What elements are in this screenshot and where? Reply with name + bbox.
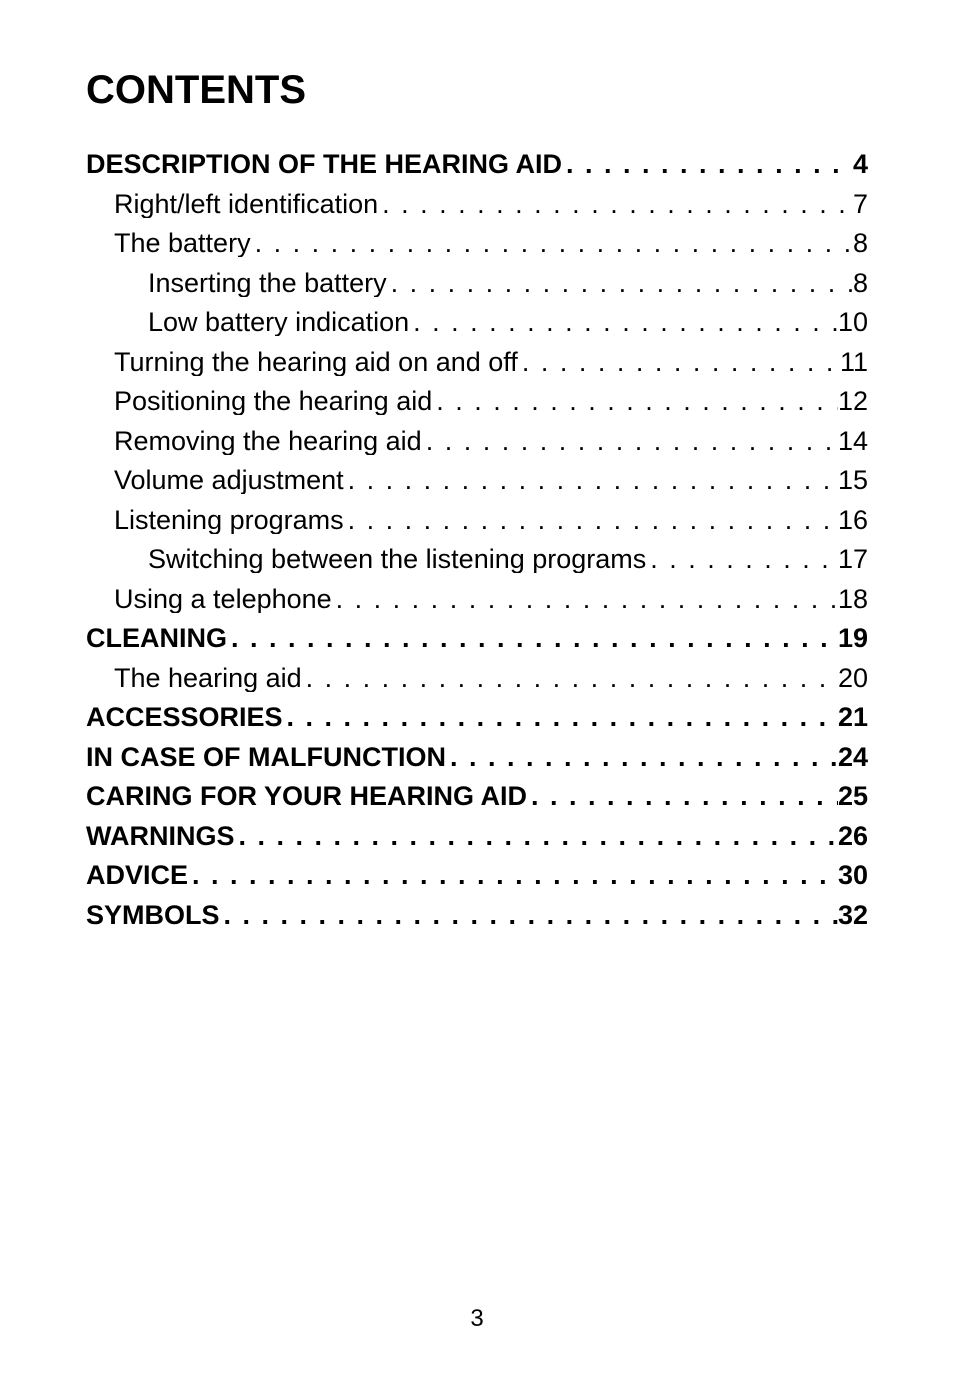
toc-leader: [409, 309, 838, 336]
toc-page: 21: [838, 704, 868, 731]
toc-entry: Positioning the hearing aid 12: [86, 388, 868, 415]
toc-page: 12: [838, 388, 868, 415]
toc-leader: [251, 230, 853, 257]
toc-leader: [235, 823, 838, 850]
toc-entry: The hearing aid 20: [86, 665, 868, 692]
toc-page: 32: [838, 902, 868, 929]
toc-entry: Low battery indication 10: [86, 309, 868, 336]
toc-entry: CLEANING 19: [86, 625, 868, 652]
toc-leader: [378, 191, 853, 218]
toc-label: Right/left identification: [114, 191, 378, 218]
toc-entry: ADVICE 30: [86, 862, 868, 889]
toc-leader: [332, 586, 838, 613]
table-of-contents: DESCRIPTION OF THE HEARING AID 4 Right/lef…: [86, 151, 868, 929]
toc-entry: IN CASE OF MALFUNCTION 24: [86, 744, 868, 771]
toc-page: 8: [853, 230, 868, 257]
toc-entry: Inserting the battery 8: [86, 270, 868, 297]
toc-label: DESCRIPTION OF THE HEARING AID: [86, 151, 562, 178]
toc-label: Listening programs: [114, 507, 344, 534]
toc-page: 17: [838, 546, 868, 573]
toc-entry: The battery 8: [86, 230, 868, 257]
toc-entry: SYMBOLS 32: [86, 902, 868, 929]
toc-leader: [422, 428, 838, 455]
toc-page: 10: [838, 309, 868, 336]
toc-entry: Switching between the listening programs…: [86, 546, 868, 573]
toc-leader: [432, 388, 838, 415]
toc-label: The battery: [114, 230, 251, 257]
toc-leader: [344, 467, 838, 494]
page: CONTENTS DESCRIPTION OF THE HEARING AID 4…: [0, 0, 954, 929]
toc-entry: Volume adjustment 15: [86, 467, 868, 494]
toc-label: ACCESSORIES: [86, 704, 283, 731]
toc-leader: [562, 151, 853, 178]
toc-leader: [188, 862, 838, 889]
toc-entry: DESCRIPTION OF THE HEARING AID 4: [86, 151, 868, 178]
toc-page: 19: [838, 625, 868, 652]
toc-label: Inserting the battery: [148, 270, 387, 297]
toc-entry: Removing the hearing aid 14: [86, 428, 868, 455]
toc-page: 15: [838, 467, 868, 494]
toc-page: 26: [838, 823, 868, 850]
toc-label: CLEANING: [86, 625, 227, 652]
toc-label: WARNINGS: [86, 823, 235, 850]
toc-label: Removing the hearing aid: [114, 428, 422, 455]
toc-page: 30: [838, 862, 868, 889]
toc-label: Switching between the listening programs: [148, 546, 646, 573]
toc-leader: [518, 349, 840, 376]
toc-label: Volume adjustment: [114, 467, 344, 494]
toc-page: 24: [838, 744, 868, 771]
page-title: CONTENTS: [86, 68, 868, 113]
toc-leader: [302, 665, 838, 692]
toc-page: 7: [853, 191, 868, 218]
toc-page: 11: [840, 349, 868, 376]
toc-leader: [527, 783, 838, 810]
toc-label: CARING FOR YOUR HEARING AID: [86, 783, 527, 810]
toc-entry: Using a telephone 18: [86, 586, 868, 613]
toc-page: 8: [853, 270, 868, 297]
toc-label: Positioning the hearing aid: [114, 388, 432, 415]
toc-entry: Listening programs 16: [86, 507, 868, 534]
toc-page: 14: [838, 428, 868, 455]
toc-leader: [446, 744, 838, 771]
toc-leader: [220, 902, 838, 929]
page-number: 3: [0, 1305, 954, 1333]
toc-label: Turning the hearing aid on and off: [114, 349, 518, 376]
toc-label: Using a telephone: [114, 586, 332, 613]
toc-label: The hearing aid: [114, 665, 302, 692]
toc-entry: Turning the hearing aid on and off 11: [86, 349, 868, 376]
toc-leader: [227, 625, 838, 652]
toc-entry: WARNINGS 26: [86, 823, 868, 850]
toc-page: 16: [838, 507, 868, 534]
toc-entry: Right/left identification 7: [86, 191, 868, 218]
toc-leader: [646, 546, 838, 573]
toc-leader: [387, 270, 853, 297]
toc-leader: [283, 704, 838, 731]
toc-page: 20: [838, 665, 868, 692]
toc-label: IN CASE OF MALFUNCTION: [86, 744, 446, 771]
toc-page: 25: [838, 783, 868, 810]
toc-label: SYMBOLS: [86, 902, 220, 929]
toc-page: 18: [838, 586, 868, 613]
toc-label: ADVICE: [86, 862, 188, 889]
toc-entry: ACCESSORIES 21: [86, 704, 868, 731]
toc-label: Low battery indication: [148, 309, 409, 336]
toc-page: 4: [853, 151, 868, 178]
toc-entry: CARING FOR YOUR HEARING AID 25: [86, 783, 868, 810]
toc-leader: [344, 507, 838, 534]
